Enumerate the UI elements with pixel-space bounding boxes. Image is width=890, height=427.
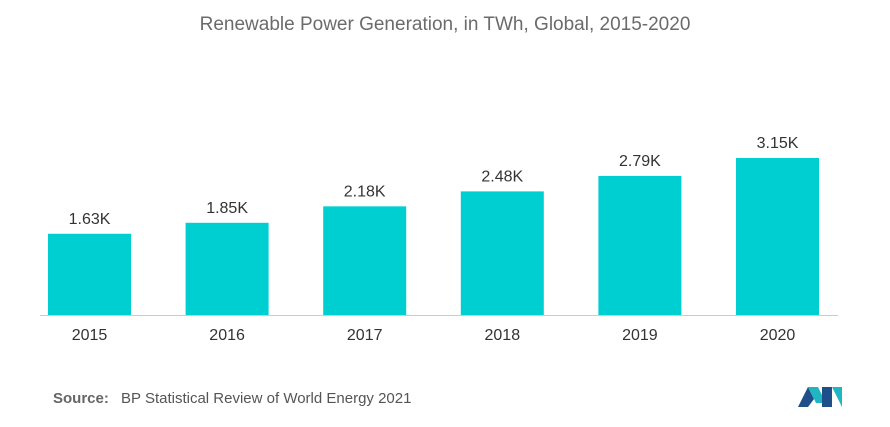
bar-2019 [598,175,682,315]
source-label: Source: [53,390,109,407]
bar-2016 [185,222,269,315]
x-tick-label-2017: 2017 [347,327,383,344]
value-label-2015: 1.63K [69,211,111,228]
value-label-2020: 3.15K [757,135,799,152]
bar-2018 [460,191,544,315]
value-label-2018: 2.48K [481,168,523,185]
bar-2015 [48,233,131,315]
bar-2020 [736,158,819,315]
x-tick-label-2015: 2015 [72,327,108,344]
mordor-intelligence-logo-icon [798,387,842,407]
x-tick-label-2020: 2020 [760,327,796,344]
x-tick-label-2019: 2019 [622,327,658,344]
source-text: BP Statistical Review of World Energy 20… [121,390,412,407]
x-tick-label-2016: 2016 [209,327,245,344]
value-label-2019: 2.79K [619,153,661,170]
bars-group [48,158,819,315]
chart-title: Renewable Power Generation, in TWh, Glob… [199,14,691,35]
x-tick-label-2018: 2018 [485,327,521,344]
tick-labels-group: 2015 2016 2017 2018 2019 2020 [72,327,796,344]
source-note: Source: BP Statistical Review of World E… [53,390,411,407]
value-labels-group: 1.63K 1.85K 2.18K 2.48K 2.79K 3.15K [69,135,799,228]
bar-2017 [323,206,407,315]
value-label-2017: 2.18K [344,183,386,200]
value-label-2016: 1.85K [206,200,248,217]
